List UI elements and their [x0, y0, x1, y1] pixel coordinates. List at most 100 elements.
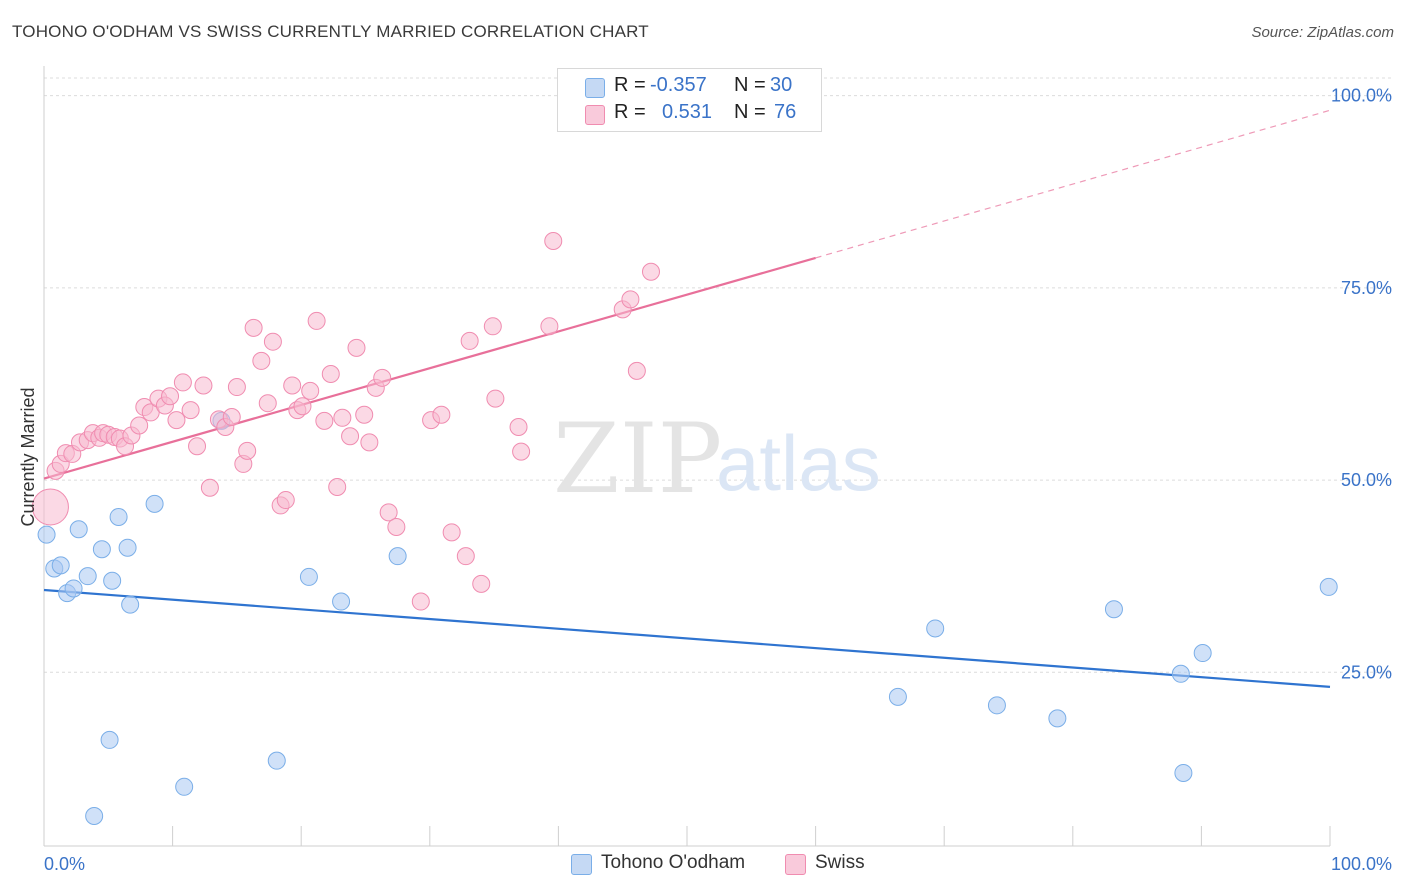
x-tick-label: 0.0%: [44, 854, 85, 874]
gridlines: [44, 77, 1392, 673]
n-label: N =: [734, 74, 766, 96]
tohono-point: [145, 494, 164, 513]
tohono-point: [121, 595, 140, 614]
tohono-point: [92, 540, 111, 559]
data-points: [31, 86, 1338, 826]
tohono-point: [118, 538, 137, 557]
swiss-point: [341, 427, 360, 446]
trend-lines: [43, 109, 1331, 688]
stats-box: R = -0.357 N = 30 R = 0.531 N = 76: [557, 68, 822, 132]
swiss-point: [200, 478, 219, 497]
chart-source: Source: ZipAtlas.com: [1251, 24, 1394, 41]
swiss-point: [627, 361, 646, 380]
watermark-zip: ZIP: [553, 403, 722, 515]
swiss-point: [360, 433, 379, 452]
n-value: 30: [770, 74, 793, 96]
swiss-point: [321, 364, 340, 383]
swiss-point: [252, 351, 271, 370]
swiss-point: [486, 389, 505, 408]
swiss-point: [328, 477, 347, 496]
swiss-point: [244, 318, 263, 337]
tohono-point: [1319, 577, 1338, 596]
tohono-trend-line: [43, 588, 1331, 688]
swiss-point: [227, 378, 246, 397]
swiss-point: [258, 394, 277, 413]
swiss-point: [194, 376, 213, 395]
tohono-point: [888, 687, 907, 706]
y-tick-label: 100.0%: [1331, 86, 1392, 106]
swiss-point: [483, 317, 502, 336]
stats-row-swiss: R = 0.531 N = 76: [558, 101, 821, 129]
r-value: -0.357: [650, 74, 707, 96]
swiss-point: [540, 317, 559, 336]
tohono-legend-swatch: [571, 854, 592, 875]
tohono-point: [85, 807, 104, 826]
y-tick-label: 75.0%: [1341, 278, 1392, 298]
swiss-point: [347, 338, 366, 357]
axes: [43, 66, 1331, 847]
swiss-point: [238, 441, 257, 460]
r-label: R =: [614, 74, 646, 96]
swiss-point: [472, 574, 491, 593]
chart-title: TOHONO O'ODHAM VS SWISS CURRENTLY MARRIE…: [12, 22, 649, 41]
swiss-point: [641, 262, 660, 281]
swiss-point: [387, 517, 406, 536]
swiss-point: [307, 311, 326, 330]
swiss-trend-extension: [815, 109, 1331, 259]
tohono-point: [175, 777, 194, 796]
swiss-point: [355, 405, 374, 424]
swiss-point: [276, 491, 295, 510]
tohono-point: [37, 525, 56, 544]
swiss-point: [456, 547, 475, 566]
tohono-point: [78, 567, 97, 586]
tohono-point: [100, 730, 119, 749]
tohono-point: [64, 579, 83, 598]
y-tick-label: 50.0%: [1341, 470, 1392, 490]
tohono-point: [103, 571, 122, 590]
n-value: 76: [774, 101, 797, 123]
swiss-trend-line: [43, 256, 816, 480]
swiss-point: [333, 408, 352, 427]
tohono-point: [926, 619, 945, 638]
tohono-point: [332, 592, 351, 611]
tohono-point: [1048, 709, 1067, 728]
swiss-point: [379, 503, 398, 522]
tohono-legend-label: Tohono O'odham: [601, 852, 746, 873]
watermark: ZIP atlas: [553, 403, 881, 515]
swiss-point: [509, 418, 528, 437]
tohono-point: [388, 547, 407, 566]
swiss-point: [173, 373, 192, 392]
tick-labels: 25.0% 50.0% 75.0% 100.0% 0.0% 100.0%: [44, 86, 1392, 874]
swiss-point: [442, 523, 461, 542]
swiss-point: [373, 368, 392, 387]
tohono-point: [109, 507, 128, 526]
tohono-point: [1104, 600, 1123, 619]
x-tick-label: 100.0%: [1331, 854, 1392, 874]
swiss-point: [130, 416, 149, 435]
swiss-point: [411, 592, 430, 611]
swiss-point: [460, 331, 479, 350]
swiss-point: [315, 411, 334, 430]
swiss-swatch: [585, 105, 605, 125]
swiss-point: [512, 442, 531, 461]
swiss-point: [283, 376, 302, 395]
tohono-point: [1193, 644, 1212, 663]
swiss-point: [222, 408, 241, 427]
y-axis-title: Currently Married: [18, 387, 38, 526]
r-value: 0.531: [662, 101, 713, 123]
swiss-point: [263, 332, 282, 351]
swiss-point: [301, 381, 320, 400]
swiss-legend-swatch: [785, 854, 806, 875]
r-label: R =: [614, 101, 646, 123]
tohono-point: [51, 556, 70, 575]
swiss-point: [188, 437, 207, 456]
watermark-atlas: atlas: [716, 419, 881, 507]
y-tick-label: 25.0%: [1341, 662, 1392, 682]
stats-row-tohono: R = -0.357 N = 30: [558, 74, 821, 102]
swiss-point: [31, 488, 69, 526]
tohono-point: [299, 567, 318, 586]
swiss-point: [161, 387, 180, 406]
tohono-point: [987, 696, 1006, 715]
tohono-point: [267, 751, 286, 770]
